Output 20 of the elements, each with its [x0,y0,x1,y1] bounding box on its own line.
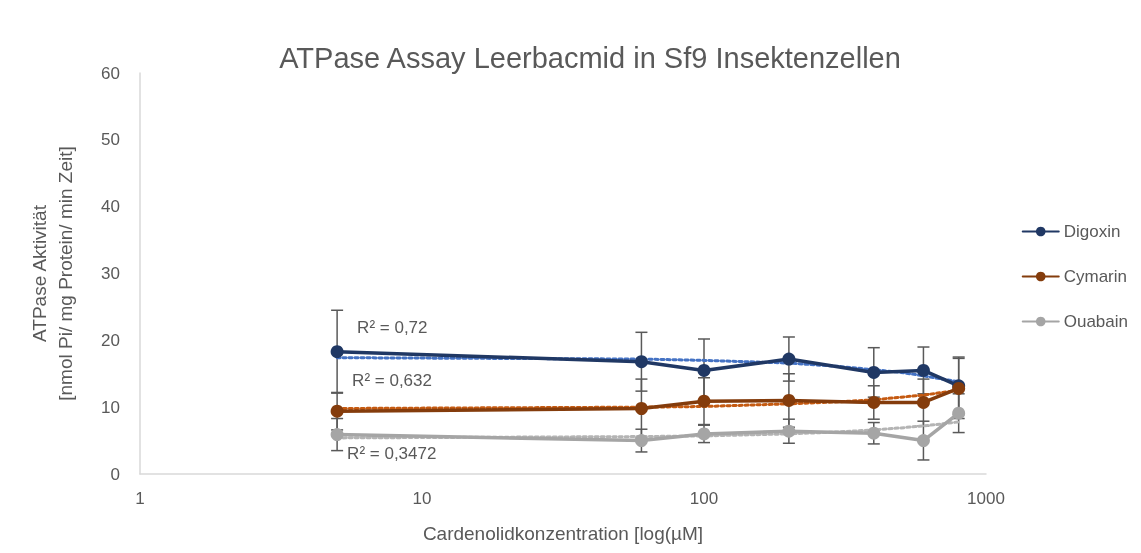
legend-label: Cymarin [1063,267,1128,286]
x-tick-label: 10 [412,489,432,508]
y-tick-label: 0 [110,464,120,484]
y-tick-label: 30 [101,264,120,283]
x-tick-label: 1 [135,489,145,508]
x-axis-title: Cardenolidkonzentration [log(µM] [422,523,704,544]
y-tick-label: 40 [101,197,120,217]
legend-label: Ouabain [1063,312,1129,331]
annotation: R² = 0,3472 [347,443,437,463]
y-axis-title: ATPase Aktivität [nmol Pi/ mg Protein/ min Zeit] [28,146,76,401]
y-tick-label: 60 [101,63,120,83]
y-tick-label: 10 [101,397,120,417]
x-tick-label: 1000 [967,489,1005,508]
annotation: R² = 0,632 [352,370,432,390]
y-tick-label: 20 [101,330,120,350]
annotation: R² = 0,72 [357,317,428,337]
y-tick-label: 50 [101,130,120,150]
chart-title: ATPase Assay Leerbacmid in Sf9 Insektenzellen [279,41,901,74]
legend-label: Digoxin [1063,222,1121,241]
x-tick-label: 100 [689,489,719,508]
